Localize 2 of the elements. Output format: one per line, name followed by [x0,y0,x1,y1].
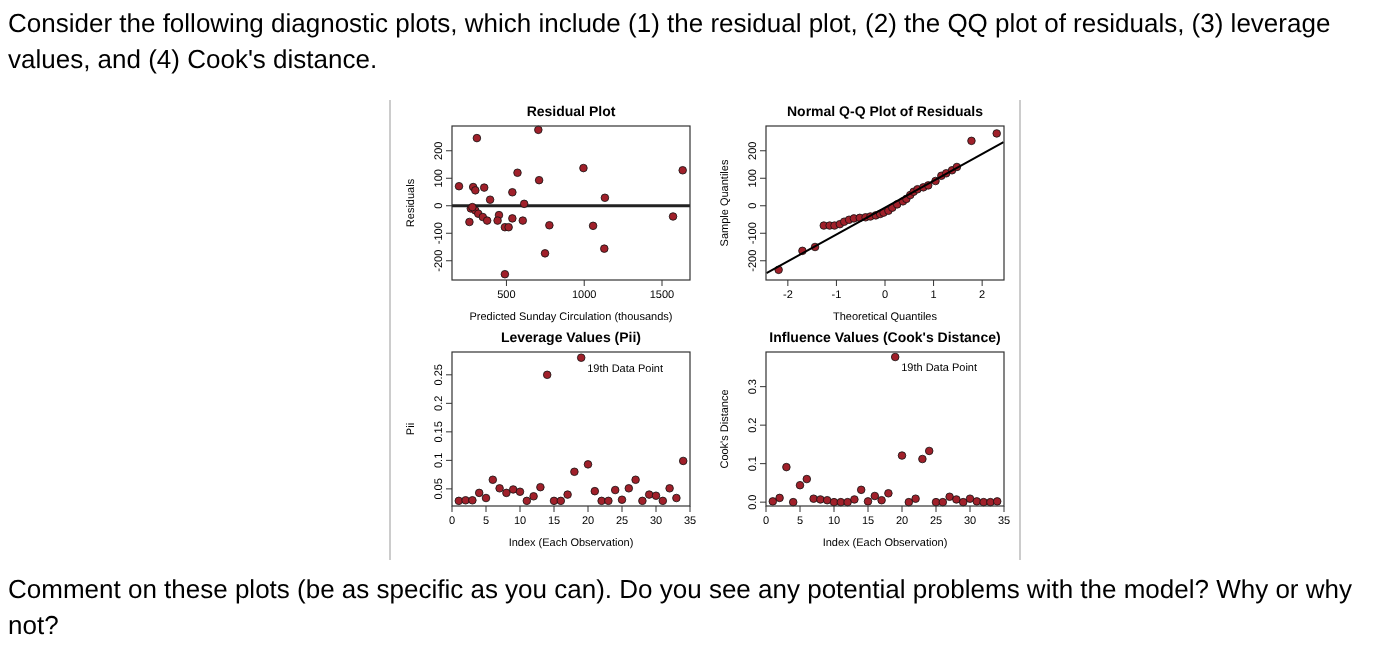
text: Consider the following diagnostic plots, which include (1) the residual plot, (2) the QQ plot of residuals, (3) leverage values, and (4) Cook's distance. [8,6,1333,78]
text: Comment on these plots (be as specific as you can). Do you see any potential problems with the model? Why or why not? [8,572,1354,644]
